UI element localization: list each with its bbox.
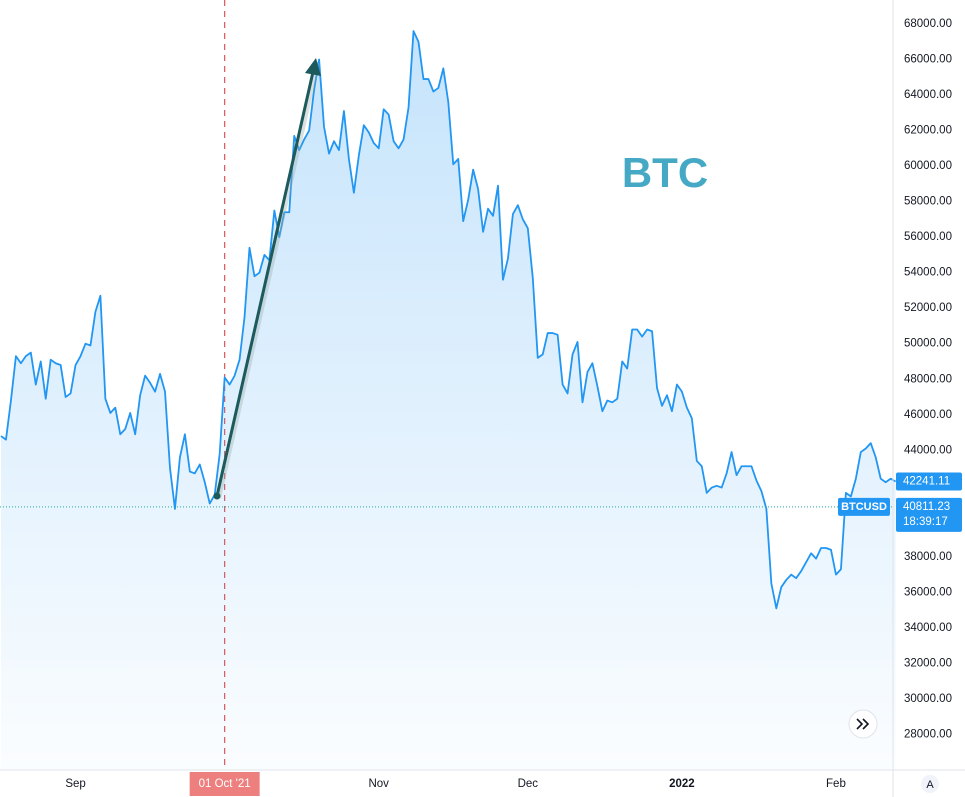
x-tick-label: Nov [368, 778, 389, 790]
y-tick-label: 64000.00 [904, 89, 952, 101]
reference-price: 40811.23 [903, 501, 950, 513]
arrow-shadow [217, 62, 320, 499]
y-tick-label: 36000.00 [904, 586, 952, 598]
crosshair-label: 01 Oct '21 [199, 778, 251, 790]
x-tick-label: Dec [518, 778, 539, 790]
symbol-label: BTCUSD [841, 501, 887, 513]
y-tick-label: 46000.00 [904, 409, 952, 421]
auto-button-bg[interactable] [921, 775, 939, 793]
reference-time: 18:39:17 [903, 516, 948, 528]
y-tick-label: 56000.00 [904, 231, 952, 243]
y-tick-label: 58000.00 [904, 196, 952, 208]
arrow-line [215, 71, 315, 497]
y-tick-label: 54000.00 [904, 267, 952, 279]
auto-button[interactable]: A [926, 779, 934, 791]
scroll-button[interactable] [848, 709, 878, 739]
trend-arrow [213, 58, 321, 500]
y-tick-label: 62000.00 [904, 125, 952, 137]
symbol-label-bg [838, 497, 890, 516]
area-fill [1, 31, 896, 770]
arrow-anchor [213, 492, 221, 500]
y-tick-label: 38000.00 [904, 551, 952, 563]
y-tick-label: 48000.00 [904, 373, 952, 385]
last-price-bg [896, 472, 962, 491]
scroll-icon [856, 718, 870, 730]
y-tick-label: 28000.00 [904, 729, 952, 741]
reference-price-bg [896, 497, 962, 532]
y-tick-label: 30000.00 [904, 693, 952, 705]
x-tick-label: 2022 [669, 778, 695, 790]
x-tick-label: Sep [65, 778, 85, 790]
arrow-head [305, 58, 321, 76]
last-price: 42241.11 [903, 476, 950, 488]
annotation: BTC [622, 149, 708, 196]
y-tick-label: 66000.00 [904, 54, 952, 66]
y-tick-label: 32000.00 [904, 657, 952, 669]
y-tick-label: 60000.00 [904, 160, 952, 172]
plot-area [0, 0, 897, 770]
y-tick-label: 68000.00 [904, 18, 952, 30]
price-line [0, 30, 897, 610]
y-tick-label: 34000.00 [904, 622, 952, 634]
y-tick-label: 44000.00 [904, 444, 952, 456]
y-tick-label: 50000.00 [904, 338, 952, 350]
x-tick-label: Feb [826, 778, 846, 790]
y-tick-label: 52000.00 [904, 302, 952, 314]
crosshair-label-bg [189, 772, 260, 796]
